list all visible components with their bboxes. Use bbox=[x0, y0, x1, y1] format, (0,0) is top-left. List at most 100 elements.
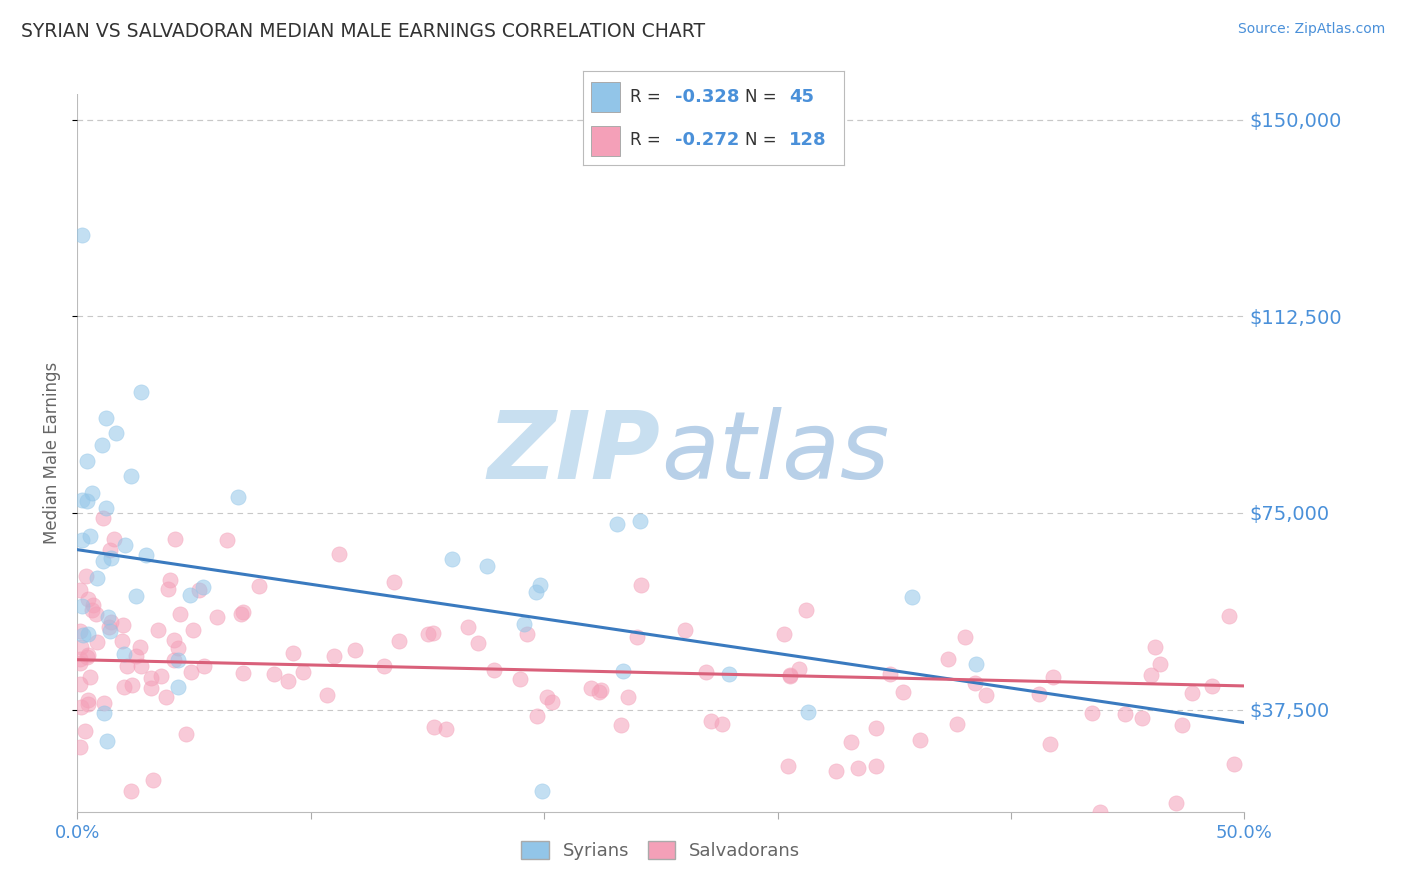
Point bbox=[103, 533, 125, 547]
Point bbox=[606, 517, 628, 532]
Point bbox=[865, 721, 887, 735]
Point bbox=[382, 575, 405, 590]
Point bbox=[165, 532, 187, 546]
Point bbox=[787, 662, 810, 676]
Point bbox=[879, 667, 901, 681]
Point bbox=[179, 588, 201, 602]
Point bbox=[1201, 679, 1223, 693]
Text: atlas: atlas bbox=[661, 407, 889, 499]
Legend: Syrians, Salvadorans: Syrians, Salvadorans bbox=[515, 833, 807, 867]
Point bbox=[422, 625, 444, 640]
Point bbox=[112, 647, 135, 661]
Point bbox=[315, 688, 337, 702]
Point bbox=[96, 411, 118, 425]
Point bbox=[1164, 797, 1187, 811]
Point bbox=[292, 665, 315, 679]
Point bbox=[77, 592, 100, 607]
Point bbox=[69, 652, 91, 666]
Point bbox=[581, 681, 603, 695]
Point bbox=[232, 666, 254, 681]
Text: R =: R = bbox=[630, 87, 666, 105]
Point bbox=[115, 659, 138, 673]
Point bbox=[69, 582, 91, 597]
Point bbox=[70, 599, 93, 614]
Point bbox=[232, 605, 254, 619]
Point bbox=[1181, 686, 1204, 700]
Point bbox=[70, 228, 93, 243]
Point bbox=[416, 627, 439, 641]
Point bbox=[626, 631, 648, 645]
Point bbox=[139, 681, 162, 695]
Point bbox=[343, 642, 366, 657]
Point bbox=[135, 548, 157, 562]
Point bbox=[174, 727, 197, 741]
Point bbox=[277, 673, 299, 688]
Point bbox=[612, 664, 634, 678]
Point bbox=[167, 653, 190, 667]
Point bbox=[1171, 718, 1194, 732]
Point bbox=[610, 718, 633, 732]
Point bbox=[169, 607, 191, 621]
Point bbox=[1218, 609, 1240, 624]
Point bbox=[1088, 805, 1111, 819]
Point bbox=[536, 690, 558, 704]
Point bbox=[76, 494, 98, 508]
Point bbox=[193, 658, 215, 673]
Point bbox=[509, 673, 531, 687]
Text: 45: 45 bbox=[789, 87, 814, 105]
Point bbox=[193, 580, 215, 594]
Point bbox=[120, 783, 142, 797]
Point bbox=[846, 762, 869, 776]
Point bbox=[1144, 640, 1167, 655]
Point bbox=[70, 493, 93, 508]
Point bbox=[86, 634, 108, 648]
Point bbox=[779, 669, 801, 683]
Point bbox=[215, 533, 238, 547]
Point bbox=[180, 665, 202, 679]
Text: Source: ZipAtlas.com: Source: ZipAtlas.com bbox=[1237, 22, 1385, 37]
Point bbox=[141, 672, 163, 686]
Point bbox=[91, 554, 114, 568]
Point bbox=[77, 648, 100, 663]
Point bbox=[434, 722, 457, 736]
Point bbox=[1081, 706, 1104, 720]
Point bbox=[524, 584, 547, 599]
Point bbox=[100, 550, 122, 565]
Point bbox=[824, 764, 846, 778]
Point bbox=[94, 500, 117, 515]
Point bbox=[711, 716, 734, 731]
Point bbox=[111, 618, 134, 632]
Point bbox=[328, 547, 350, 561]
Point bbox=[69, 657, 91, 671]
Point bbox=[891, 685, 914, 699]
Point bbox=[953, 631, 976, 645]
Point bbox=[82, 598, 104, 612]
Point bbox=[226, 490, 249, 504]
Point bbox=[865, 758, 887, 772]
Point bbox=[98, 620, 121, 634]
Point bbox=[69, 677, 91, 691]
Point bbox=[80, 485, 103, 500]
Point bbox=[97, 610, 120, 624]
Point bbox=[323, 648, 346, 663]
Point bbox=[98, 542, 121, 557]
Point bbox=[181, 623, 204, 637]
Point bbox=[263, 667, 285, 681]
Y-axis label: Median Male Earnings: Median Male Earnings bbox=[44, 361, 62, 544]
Point bbox=[96, 733, 118, 747]
Point bbox=[82, 603, 104, 617]
Point bbox=[129, 385, 152, 400]
Point bbox=[121, 678, 143, 692]
Point bbox=[155, 690, 177, 704]
Text: R =: R = bbox=[630, 131, 666, 149]
Point bbox=[516, 627, 538, 641]
Point bbox=[91, 511, 114, 525]
Point bbox=[100, 615, 122, 629]
Point bbox=[440, 552, 463, 566]
Point bbox=[628, 514, 651, 528]
Text: SYRIAN VS SALVADORAN MEDIAN MALE EARNINGS CORRELATION CHART: SYRIAN VS SALVADORAN MEDIAN MALE EARNING… bbox=[21, 22, 706, 41]
Point bbox=[159, 573, 181, 587]
Point bbox=[963, 676, 986, 690]
Point bbox=[673, 623, 696, 637]
Point bbox=[120, 469, 142, 483]
